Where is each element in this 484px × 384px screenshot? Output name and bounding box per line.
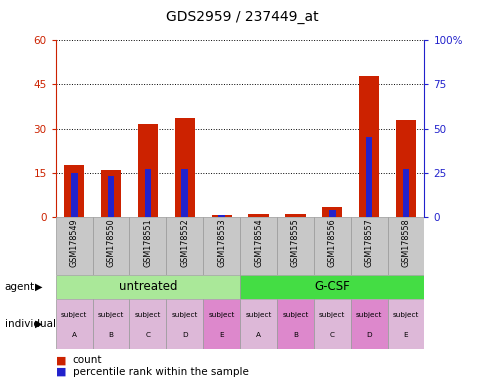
Text: GSM178555: GSM178555 <box>290 219 299 267</box>
Text: E: E <box>219 332 224 338</box>
Text: subject: subject <box>355 312 381 318</box>
Text: GSM178558: GSM178558 <box>401 219 409 267</box>
Bar <box>166 299 203 349</box>
Text: GSM178556: GSM178556 <box>327 219 336 267</box>
Text: GSM178557: GSM178557 <box>364 219 373 267</box>
Text: GSM178551: GSM178551 <box>143 219 152 267</box>
Bar <box>144 169 151 217</box>
Text: subject: subject <box>282 312 308 318</box>
Bar <box>402 169 408 217</box>
Bar <box>203 217 240 275</box>
Text: individual: individual <box>5 319 56 329</box>
Text: subject: subject <box>171 312 197 318</box>
Text: subject: subject <box>98 312 124 318</box>
Bar <box>328 210 335 217</box>
Bar <box>92 299 129 349</box>
Bar <box>166 217 203 275</box>
Bar <box>365 137 372 217</box>
Text: subject: subject <box>61 312 87 318</box>
Bar <box>276 299 313 349</box>
Bar <box>56 275 240 299</box>
Bar <box>387 299 424 349</box>
Text: B: B <box>108 332 113 338</box>
Bar <box>387 217 424 275</box>
Bar <box>129 299 166 349</box>
Bar <box>203 299 240 349</box>
Bar <box>321 207 342 217</box>
Text: count: count <box>73 355 102 365</box>
Text: GSM178549: GSM178549 <box>70 219 78 267</box>
Text: B: B <box>292 332 297 338</box>
Bar <box>101 170 121 217</box>
Text: D: D <box>365 332 371 338</box>
Text: ■: ■ <box>56 367 66 377</box>
Bar <box>92 217 129 275</box>
Bar <box>350 299 387 349</box>
Bar <box>313 299 350 349</box>
Text: ▶: ▶ <box>35 319 42 329</box>
Bar <box>240 299 276 349</box>
Text: E: E <box>403 332 408 338</box>
Bar <box>395 120 415 217</box>
Bar <box>129 217 166 275</box>
Text: subject: subject <box>245 312 271 318</box>
Text: C: C <box>145 332 150 338</box>
Bar <box>285 214 305 217</box>
Text: G-CSF: G-CSF <box>314 280 349 293</box>
Text: percentile rank within the sample: percentile rank within the sample <box>73 367 248 377</box>
Text: GSM178553: GSM178553 <box>217 219 226 267</box>
Bar <box>107 176 114 217</box>
Bar <box>211 215 231 217</box>
Bar <box>240 217 276 275</box>
Bar <box>276 217 313 275</box>
Text: subject: subject <box>208 312 234 318</box>
Bar <box>71 173 77 217</box>
Text: D: D <box>182 332 187 338</box>
Bar <box>181 169 188 217</box>
Bar <box>313 217 350 275</box>
Text: agent: agent <box>5 281 35 292</box>
Text: ■: ■ <box>56 355 66 365</box>
Bar <box>174 118 195 217</box>
Text: subject: subject <box>135 312 161 318</box>
Text: ▶: ▶ <box>35 281 42 292</box>
Bar <box>56 217 92 275</box>
Text: GSM178550: GSM178550 <box>106 219 115 267</box>
Text: A: A <box>72 332 76 338</box>
Text: subject: subject <box>392 312 418 318</box>
Text: GSM178552: GSM178552 <box>180 219 189 267</box>
Text: GSM178554: GSM178554 <box>254 219 262 267</box>
Bar <box>56 299 92 349</box>
Bar <box>218 215 225 217</box>
Bar <box>248 214 268 217</box>
Text: A: A <box>256 332 260 338</box>
Text: untreated: untreated <box>119 280 177 293</box>
Bar <box>358 76 378 217</box>
Bar <box>350 217 387 275</box>
Bar <box>64 166 84 217</box>
Text: subject: subject <box>318 312 345 318</box>
Bar <box>137 124 158 217</box>
Text: C: C <box>329 332 334 338</box>
Text: GDS2959 / 237449_at: GDS2959 / 237449_at <box>166 10 318 24</box>
Bar <box>240 275 424 299</box>
